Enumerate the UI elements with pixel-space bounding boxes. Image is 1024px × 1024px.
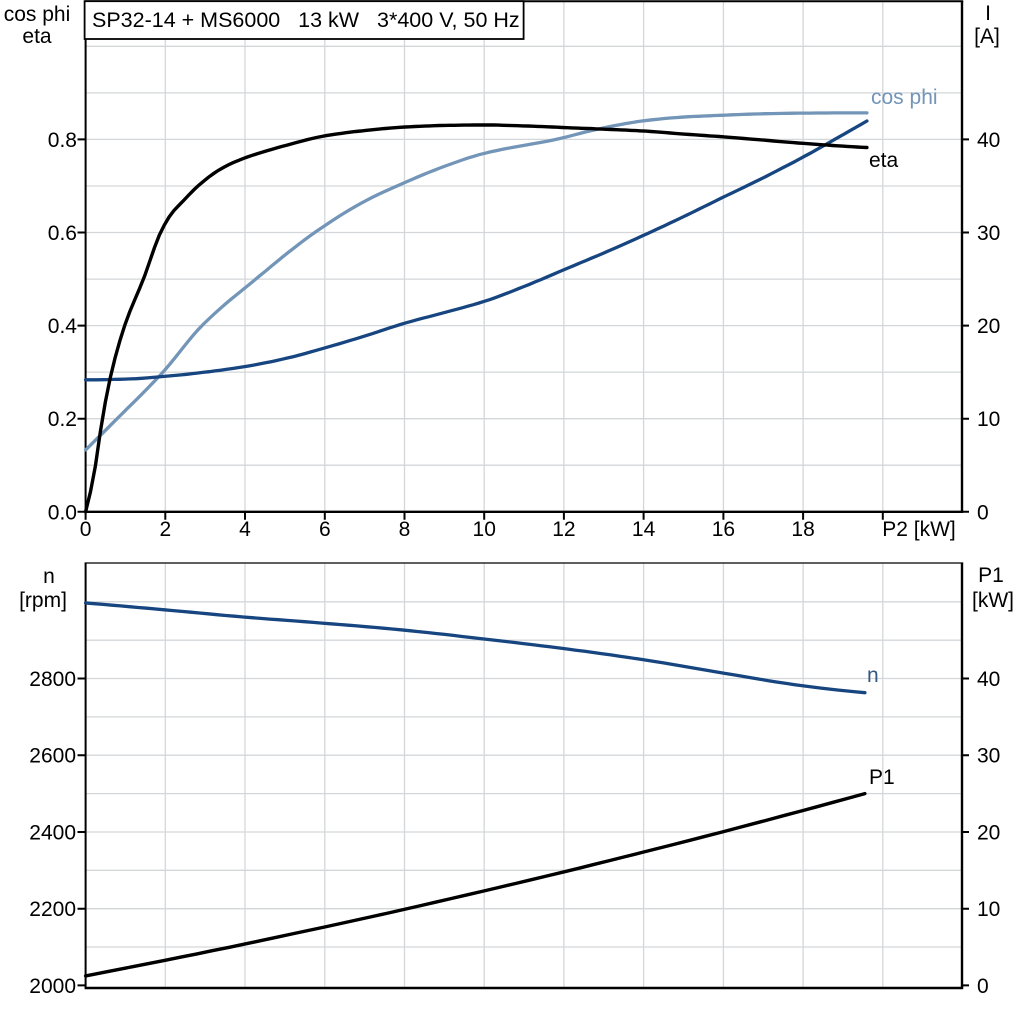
svg-text:I: I [985,2,991,25]
svg-text:10: 10 [977,408,1000,431]
svg-text:[rpm]: [rpm] [19,589,67,612]
svg-text:0: 0 [977,501,989,524]
svg-text:n: n [867,664,879,687]
svg-text:14: 14 [632,518,656,541]
svg-text:0.0: 0.0 [48,501,77,524]
svg-text:0: 0 [80,518,92,541]
svg-text:0.2: 0.2 [48,408,77,431]
svg-text:8: 8 [399,518,411,541]
svg-text:30: 30 [977,222,1000,245]
svg-text:P2 [kW]: P2 [kW] [882,518,956,541]
svg-text:20: 20 [977,315,1000,338]
svg-text:P1: P1 [978,564,1004,587]
svg-text:40: 40 [977,668,1000,691]
svg-text:0.4: 0.4 [48,315,78,338]
svg-text:2800: 2800 [29,668,76,691]
svg-text:10: 10 [473,518,496,541]
svg-text:2600: 2600 [29,745,76,768]
svg-text:2400: 2400 [29,822,76,845]
svg-text:eta: eta [869,149,899,172]
svg-text:0.8: 0.8 [48,129,77,152]
svg-text:2000: 2000 [29,975,76,998]
svg-text:4: 4 [239,518,251,541]
svg-text:2200: 2200 [29,898,76,921]
svg-text:SP32-14 + MS6000 13 kW 3*4: SP32-14 + MS6000 13 kW 3*400 V, 50 Hz [92,8,520,32]
svg-text:cos phi: cos phi [4,3,71,26]
svg-text:18: 18 [791,518,814,541]
svg-text:2: 2 [159,518,171,541]
svg-text:6: 6 [319,518,331,541]
svg-text:0.6: 0.6 [48,222,77,245]
svg-text:[kW]: [kW] [972,589,1014,612]
svg-text:0: 0 [977,975,989,998]
svg-text:20: 20 [977,822,1000,845]
svg-text:16: 16 [712,518,735,541]
svg-text:n: n [43,565,55,588]
svg-text:P1: P1 [869,766,895,789]
svg-text:cos phi: cos phi [871,86,938,109]
svg-text:30: 30 [977,745,1000,768]
svg-text:40: 40 [977,129,1000,152]
svg-text:eta: eta [22,25,52,48]
svg-text:12: 12 [552,518,575,541]
svg-text:[A]: [A] [974,25,1000,48]
svg-text:10: 10 [977,898,1000,921]
